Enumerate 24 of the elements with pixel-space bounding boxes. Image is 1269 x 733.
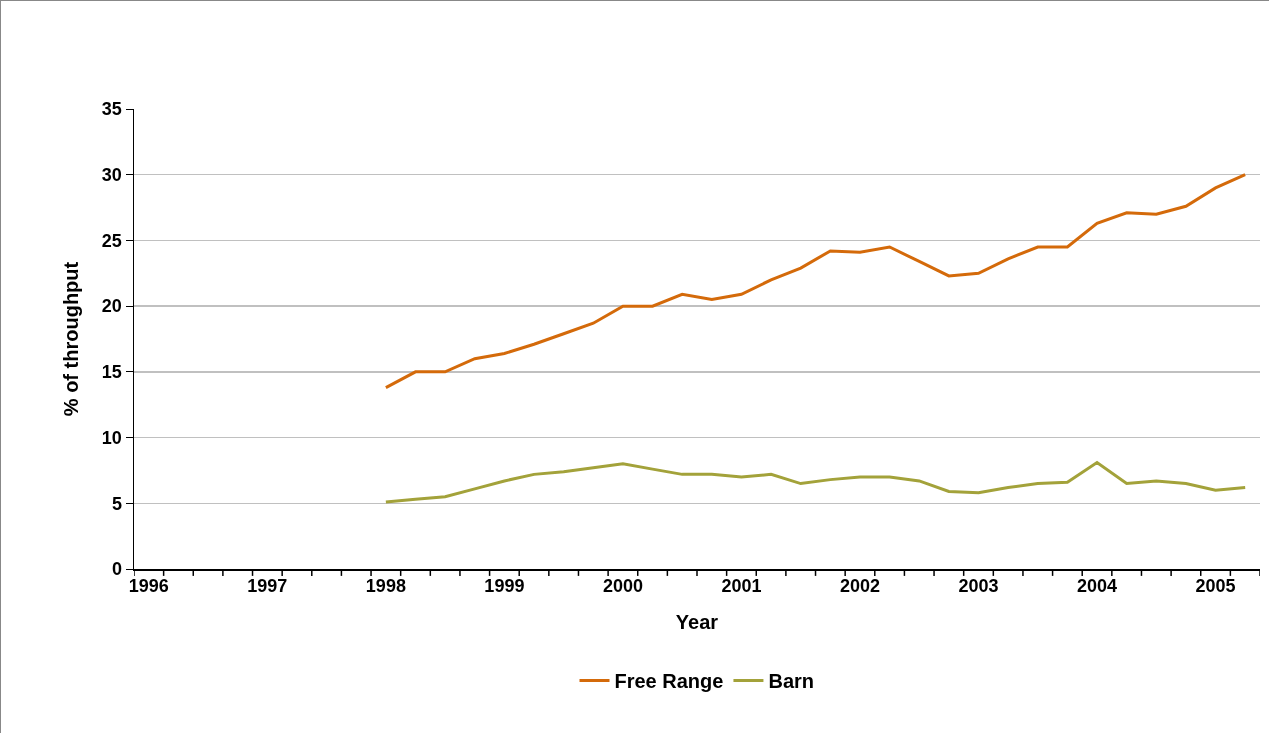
y-tick-label: 20 [101,296,122,317]
legend-label: Free Range [614,670,724,693]
line-series [384,173,1247,390]
x-tick-label: 1998 [365,576,406,597]
x-tick-label: 2004 [1077,576,1118,597]
x-tick-label: 2002 [839,576,880,597]
y-tick-label: 25 [101,230,122,251]
x-tick-label: 2000 [602,576,643,597]
y-tick-label: 10 [101,427,122,448]
x-axis-title: Year [675,611,719,634]
x-tick-label: 2001 [721,576,762,597]
y-tick-label: 15 [101,362,122,383]
x-tick-label: 1997 [247,576,288,597]
x-tick-label: 2005 [1195,576,1236,597]
x-tick-label: 1996 [128,576,169,597]
y-tick-label: 30 [101,165,122,186]
y-axis-title: % of throughput [59,261,82,417]
y-tick-label: 0 [111,559,122,580]
legend-label: Barn [768,670,815,693]
x-tick-label: 1999 [484,576,525,597]
y-tick-label: 35 [101,99,122,120]
x-tick-label: 2003 [958,576,999,597]
line-series [384,461,1247,504]
y-tick-label: 5 [111,493,122,514]
